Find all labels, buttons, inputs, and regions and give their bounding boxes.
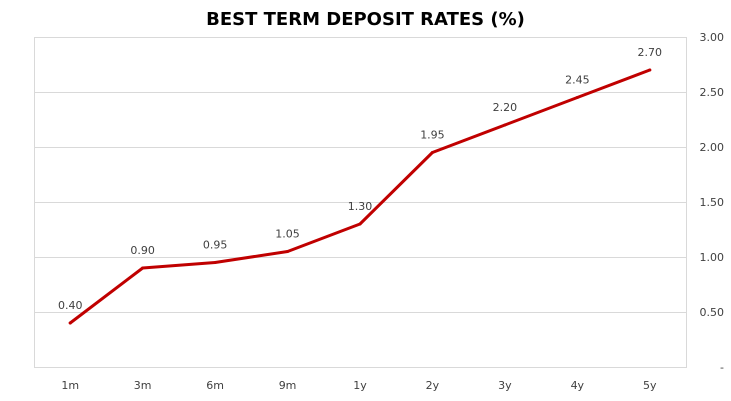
y-tick-label: - [720, 361, 724, 374]
data-point [648, 68, 652, 72]
x-tick-label: 6m [206, 379, 224, 392]
x-tick-label: 4y [571, 379, 585, 392]
x-tick-label: 5y [643, 379, 657, 392]
x-tick-label: 1m [61, 379, 79, 392]
x-tick-label: 9m [279, 379, 297, 392]
x-tick-label: 3y [498, 379, 512, 392]
data-point [575, 96, 579, 99]
data-point [68, 321, 72, 325]
plot-border [34, 37, 687, 368]
y-tick-label: 1.00 [700, 251, 725, 264]
data-point [503, 123, 507, 127]
y-tick-label: 1.50 [700, 196, 725, 209]
data-label: 2.45 [565, 74, 590, 87]
y-tick-label: 2.50 [700, 86, 725, 99]
data-label: 2.70 [638, 46, 663, 59]
y-tick-label: 2.00 [700, 141, 725, 154]
data-label: 2.20 [493, 101, 518, 114]
y-tick-label: 3.00 [700, 31, 725, 44]
y-tick-label: 0.50 [700, 306, 725, 319]
x-tick-label: 3m [134, 379, 152, 392]
data-label: 1.30 [348, 200, 373, 213]
data-label: 1.95 [420, 129, 445, 142]
data-point [286, 250, 290, 253]
series-line [68, 68, 652, 325]
data-point [430, 151, 434, 154]
data-label: 1.05 [275, 228, 300, 241]
x-tick-label: 2y [426, 379, 440, 392]
data-point [213, 261, 217, 264]
chart-title: BEST TERM DEPOSIT RATES (%) [206, 9, 525, 30]
data-label: 0.40 [58, 299, 83, 312]
data-label: 0.90 [130, 244, 155, 257]
data-point [358, 222, 362, 226]
x-tick-label: 1y [353, 379, 367, 392]
data-point [141, 266, 145, 270]
data-label: 0.95 [203, 239, 228, 252]
